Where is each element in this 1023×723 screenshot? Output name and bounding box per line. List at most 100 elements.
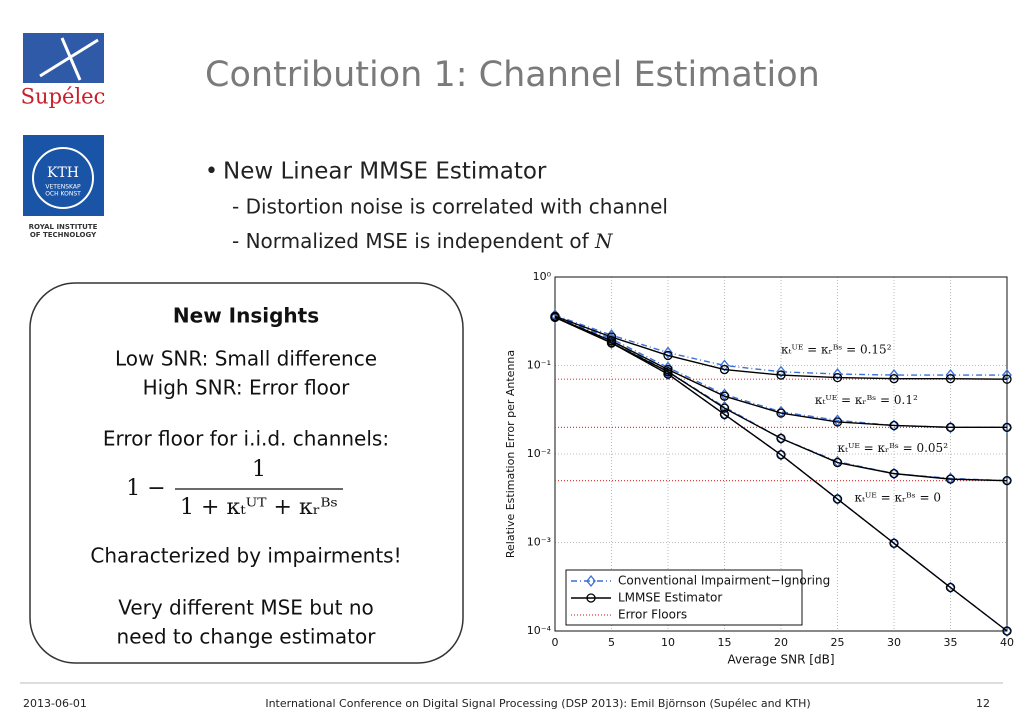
circle-marker [606,338,617,348]
circle-marker [945,582,956,593]
plot-frame [554,276,1008,632]
circle-marker [832,457,843,468]
insight-box [29,282,464,664]
symbol: N [594,229,614,253]
diamond-marker [945,369,956,382]
chart: 0 5 10 15 20 25 30 35 40 10⁰ 10⁻¹ 10⁻² 10⁻³ 10⁻⁴ Avera… [504,270,1014,667]
x-tick-label: 15 [718,636,732,649]
circle-marker [945,474,956,484]
box-line: Error floor for i.i.d. channels: [103,427,389,451]
series-line [554,316,1008,632]
series-line [554,314,1007,376]
circle-marker [550,312,560,322]
x-tick-label: 25 [831,636,845,649]
circle-marker [663,369,673,379]
diamond-marker [586,574,596,588]
kth-caption: ROYAL INSTITUTE [29,223,98,231]
diamond-marker [719,359,730,372]
box-line: Very different MSE but no [118,596,374,620]
circle-marker [663,350,673,361]
circle-marker [945,374,956,384]
sub-bullet-text: - Normalized MSE is independent of [232,229,595,253]
y-tick-label: 10⁻³ [527,536,551,549]
box-line: High SNR: Error floor [143,376,351,400]
circle-marker [832,372,843,383]
diamond-marker [550,311,560,324]
x-tick-label: 5 [608,636,615,649]
circle-marker [945,422,956,433]
diamond-marker [945,421,956,434]
bullet-dot: • [205,159,218,184]
x-axis-label: Average SNR [dB] [727,653,834,667]
sub-bullet: - Normalized MSE is independent of N [232,229,614,253]
box-heading: New Insights [173,304,319,328]
circle-marker [889,374,899,384]
circle-marker [719,391,730,401]
diamond-marker [1002,421,1012,434]
kth-ring [32,147,94,209]
box-line: Low SNR: Small difference [115,347,377,371]
y-tick-label: 10⁻² [527,447,551,460]
diamond-marker [663,346,673,359]
legend-label: LMMSE Estimator [618,591,722,605]
supelec-name: Supélec [21,85,106,109]
diamond-marker [1002,369,1012,382]
x-tick-label: 10 [661,636,675,649]
legend-label: Conventional Impairment−Ignoring [618,574,830,588]
circle-marker [776,450,786,460]
circle-marker [889,468,899,479]
series-line [554,316,1007,429]
curve-annotation: κₜᵁᴱ = κᵣᴮˢ = 0.05² [838,441,949,455]
y-tick-label: 10⁻⁴ [527,624,552,637]
x-tick-label: 30 [887,636,901,649]
diamond-marker [889,419,899,432]
slide-title: Contribution 1: Channel Estimation [205,55,820,95]
footer-date: 2013-06-01 [23,697,87,710]
curve-annotation: κₜᵁᴱ = κᵣᴮˢ = 0.15² [781,342,892,356]
footer-page: 12 [976,697,990,710]
diamond-marker [889,467,899,480]
circle-marker [832,417,843,427]
sub-bullet: - Distortion noise is correlated with ch… [232,195,668,219]
curve-annotation: κₜᵁᴱ = κᵣᴮˢ = 0.1² [815,393,918,407]
bullet: New Linear MMSE Estimator [223,159,547,185]
circle-marker [776,408,786,418]
x-tick-label: 20 [774,636,788,649]
series-line [554,315,1008,380]
circle-marker [1002,374,1012,384]
diamond-marker [776,365,786,378]
box-line: need to change estimator [117,625,377,649]
circle-marker [586,593,596,603]
x-tick-label: 40 [1000,636,1014,649]
formula-numerator: 1 [252,457,266,482]
box-line: Characterized by impairments! [90,544,401,568]
circle-marker [1002,422,1012,433]
circle-marker [719,403,730,413]
circle-marker [719,364,730,375]
kth-motto: OCH KONST [45,191,81,198]
formula-lead: 1 − [126,476,165,501]
kth-name: KTH [47,165,79,181]
circle-marker [719,409,730,420]
diamond-marker [889,369,899,382]
legend-label: Error Floors [618,608,687,622]
circle-marker [1002,475,1012,486]
series-line [554,315,1007,429]
circle-marker [832,494,843,504]
circle-marker [776,433,786,444]
diamond-marker [1002,474,1012,487]
supelec-star [39,37,99,81]
curve-annotation: κₜᵁᴱ = κᵣᴮˢ = 0 [854,490,941,504]
y-tick-label: 10⁰ [533,270,552,283]
footer-conference: International Conference on Digital Sign… [265,697,810,710]
formula-denominator: 1 + κₜᵁᵀ + κᵣᴮˢ [180,495,338,520]
circle-marker [1002,626,1012,636]
y-tick-label: 10⁻¹ [527,359,551,372]
x-tick-label: 35 [944,636,958,649]
circle-marker [889,420,899,431]
kth-motto: VETENSKAP [45,184,81,191]
kth-caption: OF TECHNOLOGY [30,231,97,239]
circle-marker [889,538,899,548]
y-axis-label: Relative Estimation Error per Antenna [504,350,517,558]
